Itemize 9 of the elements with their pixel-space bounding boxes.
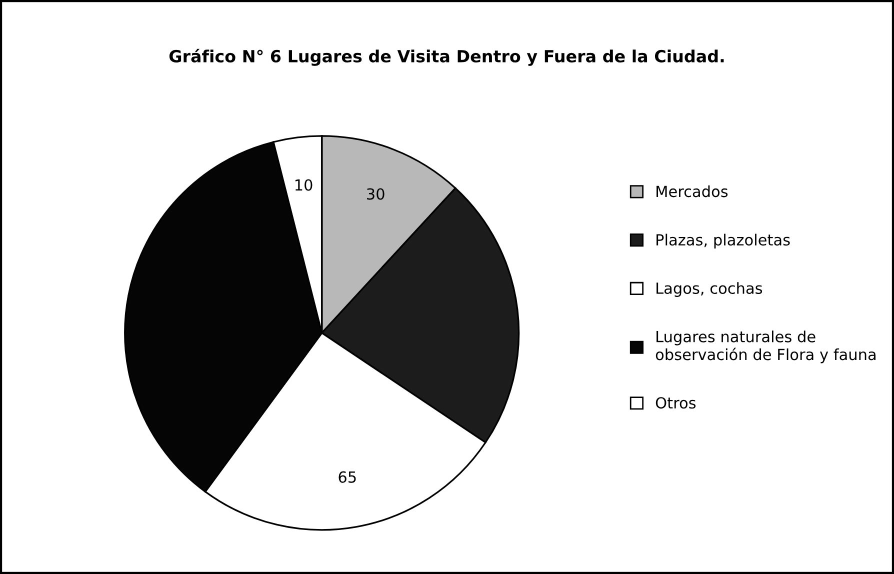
data-label: 30 [367,188,384,200]
data-label: 65 [338,471,356,483]
legend-label: Otros [656,397,696,409]
legend-label: Plazas, plazoletas [656,234,790,249]
data-label: 10 [296,179,312,191]
legend-label: Lugares naturales de observación de Flora y fauna [656,330,876,364]
legend-label: Lagos, cochas [656,282,762,297]
legend-label: Mercados [656,185,728,198]
chart-title: Gráfico N° 6 Lugares de Visita Dentro y Fuera de la Ciudad. [169,48,724,66]
